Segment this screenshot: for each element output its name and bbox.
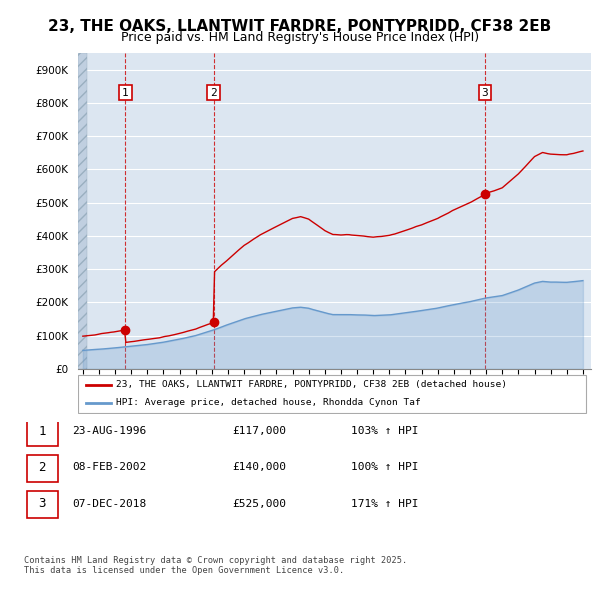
Text: 100% ↑ HPI: 100% ↑ HPI [351, 463, 419, 472]
Text: 2: 2 [38, 461, 46, 474]
Text: 1: 1 [122, 87, 129, 97]
Text: 2: 2 [210, 87, 217, 97]
Text: £525,000: £525,000 [233, 499, 287, 509]
Bar [27, 455, 58, 482]
Text: HPI: Average price, detached house, Rhondda Cynon Taf: HPI: Average price, detached house, Rhon… [116, 398, 421, 408]
Text: 1: 1 [38, 425, 46, 438]
Text: 23, THE OAKS, LLANTWIT FARDRE, PONTYPRIDD, CF38 2EB (detached house): 23, THE OAKS, LLANTWIT FARDRE, PONTYPRID… [116, 381, 508, 389]
Text: Contains HM Land Registry data © Crown copyright and database right 2025.
This d: Contains HM Land Registry data © Crown c… [24, 556, 407, 575]
Text: 23-AUG-1996: 23-AUG-1996 [72, 426, 146, 436]
Text: 23, THE OAKS, LLANTWIT FARDRE, PONTYPRIDD, CF38 2EB: 23, THE OAKS, LLANTWIT FARDRE, PONTYPRID… [49, 19, 551, 34]
Text: £140,000: £140,000 [233, 463, 287, 472]
Text: 3: 3 [38, 497, 46, 510]
Text: £117,000: £117,000 [233, 426, 287, 436]
Text: 08-FEB-2002: 08-FEB-2002 [72, 463, 146, 472]
Text: 171% ↑ HPI: 171% ↑ HPI [351, 499, 419, 509]
Bar [27, 491, 58, 519]
Bar [27, 418, 58, 446]
Text: 3: 3 [481, 87, 488, 97]
Bar [78, 53, 87, 369]
Text: 07-DEC-2018: 07-DEC-2018 [72, 499, 146, 509]
Text: Price paid vs. HM Land Registry's House Price Index (HPI): Price paid vs. HM Land Registry's House … [121, 31, 479, 44]
Text: 103% ↑ HPI: 103% ↑ HPI [351, 426, 419, 436]
